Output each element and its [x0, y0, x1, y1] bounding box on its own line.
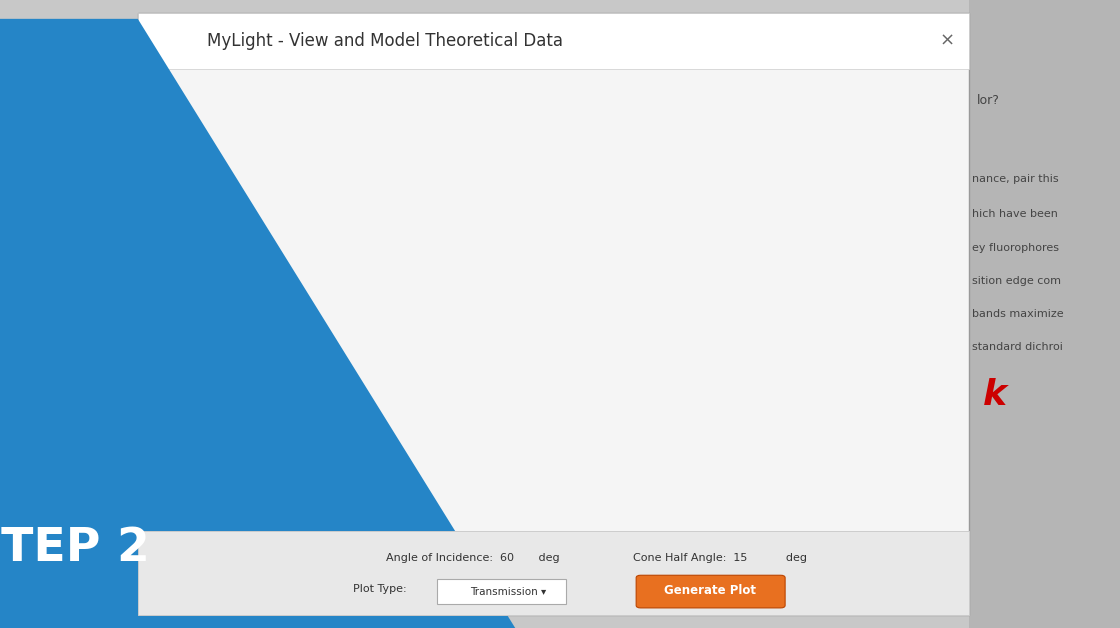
Text: Generate Plot: Generate Plot: [664, 585, 756, 597]
Circle shape: [834, 313, 850, 323]
Text: nm: nm: [809, 313, 827, 323]
Text: vant™: vant™: [9, 214, 103, 242]
Text: ey fluorophores: ey fluorophores: [972, 243, 1060, 253]
Text: Range...: Range...: [810, 263, 847, 271]
Text: ASCII Data: ASCII Data: [920, 141, 971, 151]
Text: Plot Type:: Plot Type:: [353, 583, 407, 593]
Text: Transmission ▾: Transmission ▾: [470, 587, 547, 597]
Text: nance, pair this: nance, pair this: [972, 174, 1058, 184]
Text: STEP 2: STEP 2: [0, 527, 150, 572]
Text: Legend & ASCII Data: Legend & ASCII Data: [840, 111, 949, 121]
Circle shape: [831, 463, 853, 477]
Circle shape: [838, 468, 847, 473]
Text: Horizontal Axis: Horizontal Axis: [855, 238, 934, 248]
Text: -429439: -429439: [9, 374, 69, 389]
Text: lor?: lor?: [977, 94, 999, 107]
Circle shape: [939, 313, 954, 323]
FancyBboxPatch shape: [793, 249, 867, 285]
Text: Pol: Avg: Pol: Avg: [849, 141, 887, 151]
Text: Semrock: Semrock: [420, 296, 556, 324]
Text: hich have been: hich have been: [972, 208, 1058, 219]
FancyBboxPatch shape: [793, 404, 867, 438]
Text: sition edge com: sition edge com: [972, 276, 1061, 286]
Text: ✓: ✓: [981, 141, 991, 151]
Circle shape: [831, 310, 853, 326]
Text: : AF560-D: : AF560-D: [9, 324, 82, 339]
FancyBboxPatch shape: [894, 404, 969, 438]
FancyBboxPatch shape: [976, 136, 997, 158]
Circle shape: [838, 315, 847, 321]
Text: OD: OD: [900, 465, 917, 475]
Text: %T: %T: [804, 465, 822, 475]
X-axis label: Wavelength (nm): Wavelength (nm): [439, 527, 536, 537]
Text: standard dichroi: standard dichroi: [972, 342, 1063, 352]
Text: k: k: [983, 378, 1007, 412]
Circle shape: [834, 465, 850, 475]
Polygon shape: [788, 546, 806, 615]
FancyBboxPatch shape: [894, 249, 969, 285]
Text: Range...: Range...: [810, 417, 847, 426]
Text: Reset: Reset: [917, 263, 942, 271]
Circle shape: [935, 310, 958, 326]
Text: bands maximize: bands maximize: [972, 309, 1064, 319]
Text: Ideal Optical Filt...: Ideal Optical Filt...: [62, 150, 168, 163]
Text: cm⁻¹: cm⁻¹: [897, 313, 921, 323]
Text: MyLight - View and Model Theoretical Data: MyLight - View and Model Theoretical Dat…: [207, 32, 563, 50]
Text: Angle of Incidence:  60       deg: Angle of Incidence: 60 deg: [386, 553, 560, 563]
Text: Reset: Reset: [917, 417, 942, 426]
Text: ×: ×: [940, 32, 955, 50]
Circle shape: [934, 465, 950, 475]
Circle shape: [931, 463, 953, 477]
Text: Vertical Axis: Vertical Axis: [862, 392, 926, 403]
Text: Cone Half Angle:  15           deg: Cone Half Angle: 15 deg: [633, 553, 806, 563]
Y-axis label: Transmission (%): Transmission (%): [157, 246, 167, 341]
Title: Theoretical Spectrum for Part Number: AF560-Di01: Theoretical Spectrum for Part Number: AF…: [328, 68, 647, 81]
